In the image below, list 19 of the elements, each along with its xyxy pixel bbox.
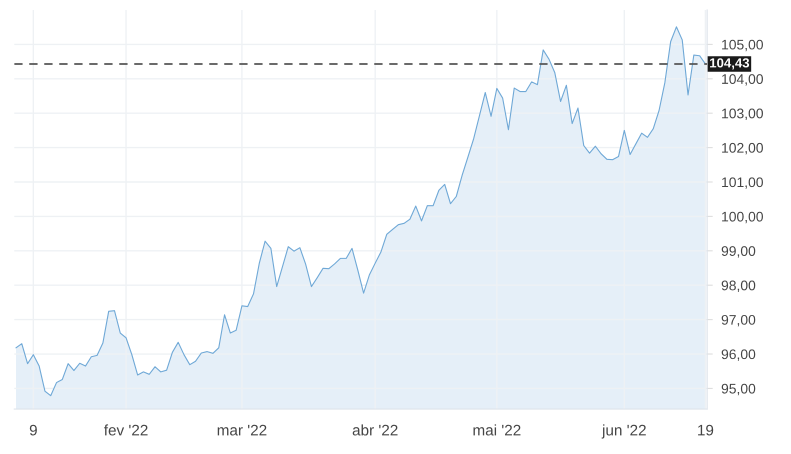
x-tick-label: 19	[698, 424, 714, 436]
y-tick-label: 100,00	[722, 212, 763, 224]
y-tick-label: 104,00	[722, 74, 763, 86]
y-tick-label: 98,00	[722, 280, 756, 292]
x-tick-label: abr '22	[352, 424, 398, 436]
y-tick-label: 99,00	[722, 246, 756, 258]
y-tick-label: 105,00	[722, 40, 763, 52]
y-tick-label: 97,00	[722, 314, 756, 326]
y-tick-label: 101,00	[722, 177, 763, 189]
y-tick-label: 95,00	[722, 384, 756, 396]
x-tick-label: mai '22	[473, 424, 520, 436]
x-tick-label: 9	[30, 424, 37, 436]
x-tick-label: mar '22	[218, 424, 266, 436]
y-tick-label: 96,00	[722, 349, 756, 361]
ref-line-label: 104,43	[710, 58, 750, 70]
y-tick-label: 102,00	[722, 142, 763, 154]
x-tick-label: jun '22	[602, 424, 646, 439]
y-tick-label: 103,00	[722, 108, 763, 120]
x-tick-label: fev '22	[104, 424, 148, 436]
